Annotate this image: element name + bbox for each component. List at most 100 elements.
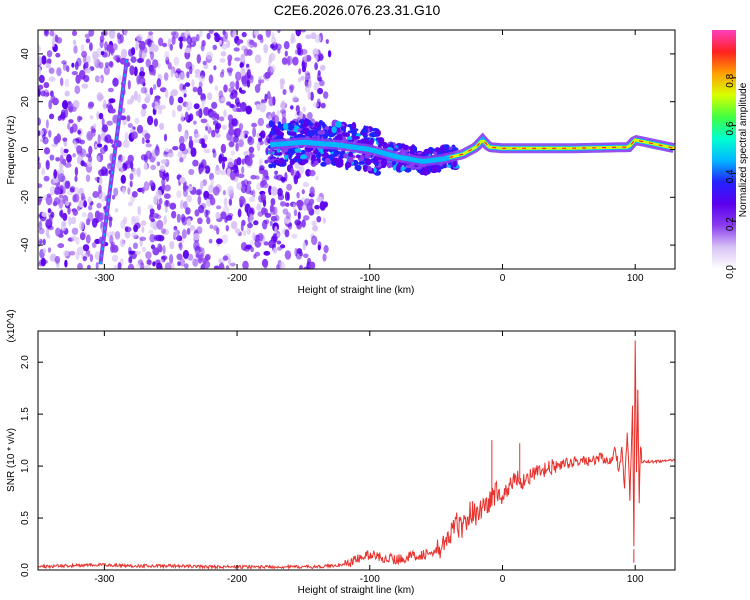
heatmap-speckle	[172, 229, 178, 239]
heatmap-speckle	[139, 71, 146, 77]
x-tick-label: 0	[500, 273, 506, 284]
heatmap-speckle	[71, 227, 79, 235]
heatmap-speckle	[225, 215, 233, 221]
heatmap-speckle	[162, 42, 168, 48]
heatmap-speckle	[89, 42, 93, 51]
heatmap-speckle	[60, 77, 64, 86]
heatmap-speckle	[117, 75, 124, 83]
snr-frame	[37, 330, 676, 571]
heatmap-speckle	[163, 172, 169, 177]
heatmap-speckle	[139, 66, 145, 73]
heatmap-speckle	[279, 78, 285, 86]
heatmap-speckle	[136, 124, 144, 134]
heatmap-speckle	[222, 190, 227, 196]
heatmap-speckle	[312, 102, 320, 108]
heatmap-speckle	[80, 44, 85, 52]
heatmap-speckle	[178, 242, 182, 248]
heatmap-band-cell	[306, 131, 315, 137]
heatmap-speckle	[251, 122, 258, 128]
heatmap-speckle	[102, 124, 108, 133]
heatmap-speckle	[280, 109, 287, 114]
heatmap-speckle	[280, 100, 286, 110]
heatmap-speckle	[274, 226, 278, 234]
heatmap-speckle	[130, 161, 134, 170]
heatmap-speckle	[303, 215, 310, 221]
heatmap-speckle	[155, 189, 162, 199]
heatmap-speckle	[98, 77, 103, 82]
heatmap-speckle	[160, 159, 168, 165]
heatmap-speckle	[92, 51, 99, 61]
heatmap-speckle	[145, 58, 151, 68]
colorbar-tick-label: 0.2	[725, 217, 736, 231]
heatmap-speckle	[186, 36, 192, 45]
heatmap-speckle	[183, 201, 188, 210]
heatmap-speckle	[235, 142, 239, 152]
heatmap-speckle	[105, 62, 109, 68]
heatmap-speckle	[241, 166, 245, 174]
heatmap-speckle	[238, 123, 244, 131]
heatmap-speckle	[202, 60, 207, 66]
heatmap-speckle	[77, 115, 81, 123]
heatmap-speckle	[130, 56, 137, 63]
heatmap-speckle	[79, 139, 85, 145]
heatmap-speckle	[272, 233, 278, 243]
heatmap-speckle	[94, 176, 101, 182]
heatmap-speckle	[296, 199, 304, 208]
heatmap-speckle	[171, 109, 176, 118]
heatmap-speckle	[223, 84, 228, 93]
heatmap-band-cell	[444, 149, 451, 153]
heatmap-speckle	[96, 92, 104, 102]
heatmap-band-cell	[307, 120, 312, 125]
heatmap-speckle	[62, 158, 67, 166]
heatmap-speckle	[71, 71, 78, 76]
heatmap-band-cell	[316, 151, 322, 159]
heatmap-speckle	[87, 264, 91, 269]
heatmap-speckle	[177, 123, 182, 132]
heatmap-speckle	[320, 102, 326, 109]
heatmap-speckle	[239, 195, 245, 205]
heatmap-speckle	[220, 96, 226, 102]
heatmap-speckle	[285, 212, 291, 220]
heatmap-speckle	[219, 58, 226, 63]
heatmap-speckle	[284, 191, 289, 202]
heatmap-speckle	[222, 160, 225, 170]
y-tick-label: 2.0	[20, 355, 31, 369]
heatmap-band-cell	[293, 148, 302, 153]
heatmap-speckle	[272, 247, 278, 254]
heatmap-speckle	[66, 65, 70, 73]
heatmap-speckle	[143, 181, 150, 192]
heatmap-speckle	[144, 133, 151, 140]
heatmap-speckle	[323, 245, 329, 254]
heatmap-speckle	[127, 123, 133, 128]
heatmap-speckle	[120, 167, 124, 174]
y-tick-label: -40	[20, 237, 31, 252]
heatmap-speckle	[38, 183, 43, 188]
heatmap-speckle	[323, 91, 329, 99]
heatmap-speckle	[45, 227, 50, 238]
heatmap-speckle	[172, 146, 179, 151]
heatmap-speckle	[76, 246, 84, 256]
heatmap-speckle	[62, 212, 68, 221]
heatmap-speckle	[192, 258, 199, 267]
heatmap-speckle	[138, 76, 146, 85]
heatmap-speckle	[179, 157, 184, 163]
heatmap-speckle	[45, 92, 50, 97]
heatmap-speckle	[301, 65, 307, 73]
heatmap-speckle	[227, 114, 233, 122]
heatmap-band-cell	[297, 157, 301, 162]
heatmap-band-cell	[317, 130, 326, 135]
heatmap-speckle	[104, 41, 108, 51]
heatmap-speckle	[151, 102, 156, 108]
heatmap-speckle	[55, 52, 61, 58]
heatmap-speckle	[107, 102, 112, 111]
heatmap-speckle	[179, 143, 186, 152]
heatmap-speckle	[156, 203, 162, 211]
heatmap-speckle	[218, 258, 222, 265]
heatmap-speckle	[81, 211, 87, 218]
heatmap-speckle	[312, 225, 319, 232]
heatmap-speckle	[129, 255, 133, 264]
heatmap-speckle	[218, 40, 222, 45]
heatmap-speckle	[54, 255, 61, 264]
heatmap-speckle	[183, 263, 189, 269]
heatmap-speckle	[186, 71, 190, 79]
